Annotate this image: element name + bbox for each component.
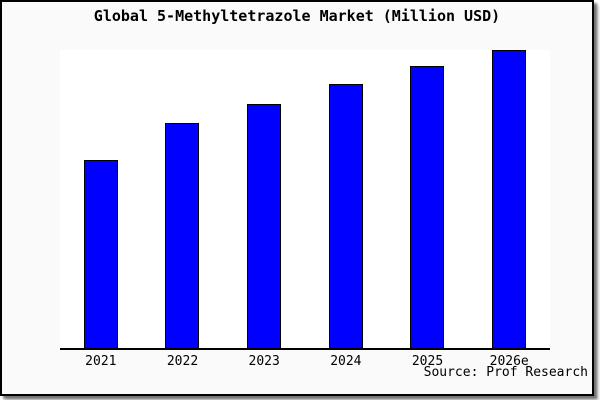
plot-area bbox=[60, 50, 550, 350]
x-tick-label-2024: 2024 bbox=[330, 354, 362, 369]
bar-2022 bbox=[165, 123, 200, 348]
chart-title: Global 5-Methyltetrazole Market (Million… bbox=[93, 7, 501, 25]
x-axis-tick-labels: 2021 2022 2023 2024 2025 2026e bbox=[60, 354, 550, 369]
x-tick-label-2021: 2021 bbox=[85, 354, 117, 369]
bar-2026e bbox=[492, 50, 527, 348]
bar-2025 bbox=[410, 66, 445, 348]
bar-2023 bbox=[247, 104, 282, 348]
x-tick-label-2023: 2023 bbox=[248, 354, 280, 369]
x-tick-label-2026e: 2026e bbox=[489, 354, 529, 369]
bar-2024 bbox=[328, 84, 363, 348]
x-tick-label-2022: 2022 bbox=[166, 354, 199, 369]
bars-group bbox=[60, 50, 550, 348]
source-credit: Source: Prof Research bbox=[423, 365, 588, 380]
bar-2021 bbox=[83, 160, 118, 348]
x-tick-label-2025: 2025 bbox=[411, 354, 444, 369]
